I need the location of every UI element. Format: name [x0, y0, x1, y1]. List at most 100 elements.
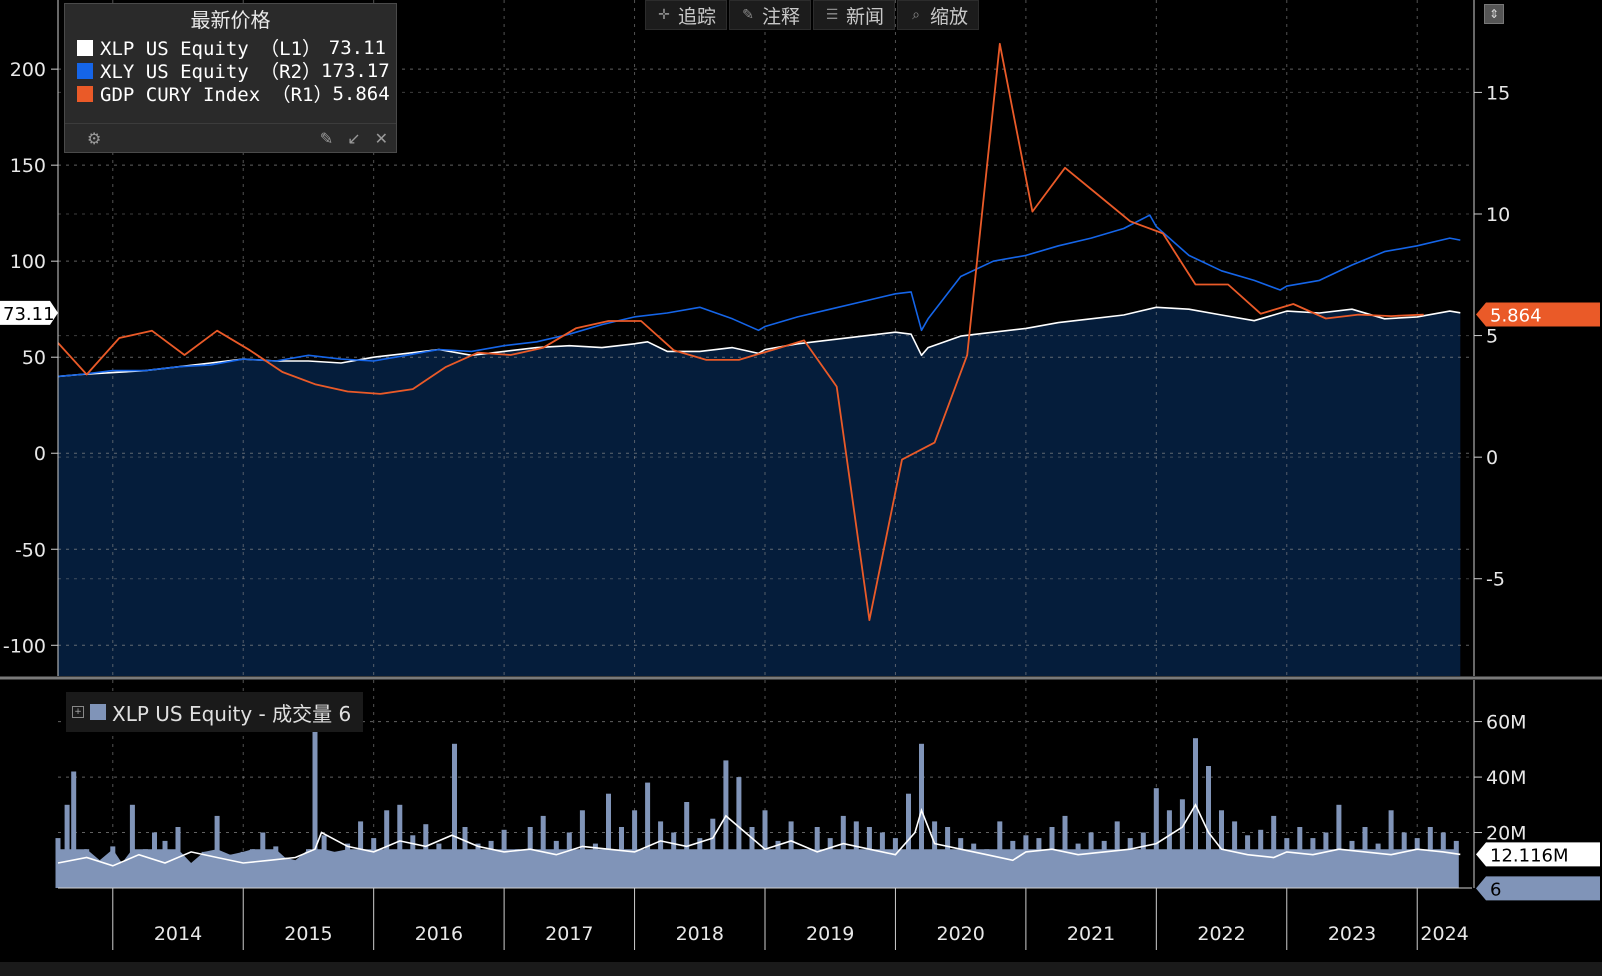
x-axis-tick-label: 2016	[415, 923, 463, 945]
volume-bar	[312, 727, 318, 888]
legend-item-xlp[interactable]: XLP US Equity （L1） 73.11	[65, 36, 396, 60]
volume-bar	[1088, 832, 1094, 888]
price-legend[interactable]: 最新价格 XLP US Equity （L1） 73.11 XLY US Equ…	[64, 3, 397, 153]
volume-bar	[1336, 804, 1342, 888]
left-axis-tick-label: -100	[3, 635, 46, 657]
volume-bar	[1427, 827, 1433, 888]
volume-bar	[827, 838, 833, 888]
volume-bar	[1258, 829, 1264, 888]
volume-legend-label: XLP US Equity - 成交量 6	[112, 701, 352, 726]
volume-bar	[371, 838, 377, 888]
collapse-icon[interactable]: ↙	[347, 128, 361, 148]
volume-bar	[984, 849, 990, 888]
crosshair-icon: ✛	[658, 7, 670, 23]
x-axis-tick-label: 2014	[154, 923, 202, 945]
volume-legend[interactable]: + XLP US Equity - 成交量 6	[66, 692, 364, 732]
pin-icon[interactable]: ✎	[319, 128, 334, 148]
volume-bar	[119, 863, 125, 888]
volume-bar	[84, 849, 90, 888]
news-button[interactable]: ☰ 新闻	[813, 0, 896, 30]
volume-bar	[645, 782, 651, 888]
x-axis-tick-label: 2019	[806, 923, 854, 945]
gear-icon[interactable]: ⚙	[87, 128, 102, 148]
x-axis-tick-label: 2021	[1067, 923, 1115, 945]
volume-bar	[345, 843, 351, 888]
volume-axis-tick-label: 40M	[1486, 767, 1527, 789]
volume-bar	[958, 838, 964, 888]
volume-bar	[749, 827, 755, 888]
panel-toggle-button[interactable]: ⇕	[1484, 4, 1504, 24]
expand-icon[interactable]: +	[72, 706, 84, 718]
volume-bar	[1075, 843, 1081, 888]
volume-bar	[321, 835, 327, 888]
legend-series-value: 73.11	[328, 36, 386, 59]
volume-bar	[945, 827, 951, 888]
volume-bar	[553, 840, 559, 888]
volume-bar	[736, 777, 742, 888]
volume-bar	[97, 860, 103, 888]
volume-bar	[1193, 738, 1198, 888]
volume-bar	[1010, 840, 1016, 888]
volume-bar	[436, 843, 442, 888]
legend-item-gdp[interactable]: GDP CURY Index （R1） 5.864	[65, 82, 396, 106]
volume-bar	[410, 835, 416, 888]
volume-bar	[527, 827, 533, 888]
volume-bar	[1362, 827, 1368, 888]
volume-bar	[710, 818, 716, 888]
volume-ma-line	[57, 803, 1461, 867]
volume-bar	[684, 802, 690, 888]
close-icon[interactable]: ✕	[374, 128, 388, 148]
volume-bar	[249, 849, 255, 888]
left-axis-tick-label: 0	[34, 443, 46, 465]
volume-axis-tick-label: 60M	[1486, 712, 1527, 734]
volume-bar	[1153, 788, 1159, 888]
volume-bar	[501, 829, 507, 888]
volume-bar	[1114, 821, 1120, 888]
volume-bar	[1245, 835, 1251, 888]
right-axis-tick-label: -5	[1486, 569, 1505, 591]
volume-bar	[866, 827, 872, 888]
legend-item-xly[interactable]: XLY US Equity （R2） 173.17	[65, 59, 396, 83]
volume-bar	[273, 846, 279, 888]
left-axis-tick-label: 50	[22, 347, 46, 369]
volume-bar	[71, 771, 77, 888]
volume-bar	[201, 851, 207, 888]
chart-toolbar: ✛ 追踪 ✎ 注释 ☰ 新闻 ⌕ 缩放	[645, 0, 980, 30]
volume-bar	[579, 810, 585, 888]
x-axis-tick-label: 2018	[676, 923, 724, 945]
annotate-button[interactable]: ✎ 注释	[729, 0, 812, 30]
zoom-button[interactable]: ⌕ 缩放	[897, 0, 980, 30]
legend-swatch	[77, 85, 93, 102]
xlp-area-fill	[58, 307, 1461, 676]
volume-bar	[1036, 838, 1042, 888]
news-icon: ☰	[825, 7, 839, 23]
volume-bar	[1414, 838, 1420, 888]
volume-bar	[1297, 827, 1303, 888]
x-axis-tick-label: 2024	[1420, 923, 1468, 945]
volume-bar	[1284, 838, 1290, 888]
volume-bar	[697, 838, 703, 888]
volume-bar	[64, 804, 70, 888]
volume-bar	[397, 804, 403, 888]
last-value-tag-left-label: 73.11	[3, 304, 55, 325]
volume-bar	[129, 804, 135, 888]
volume-bar	[658, 821, 664, 888]
legend-series-value: 5.864	[332, 82, 390, 105]
annotate-button-label: 注释	[762, 5, 801, 28]
left-axis-tick-label: -50	[15, 539, 46, 561]
last-value-tag-left	[0, 300, 58, 325]
volume-last-tag-label: 12.116M	[1490, 845, 1569, 866]
volume-swatch	[90, 704, 106, 720]
volume-bar	[1453, 840, 1459, 888]
volume-bar	[142, 849, 148, 888]
legend-series-name: XLY US Equity （R2）	[100, 61, 322, 83]
xlp-line	[57, 306, 1461, 378]
volume-bar	[1388, 810, 1394, 888]
volume-bar	[55, 838, 61, 888]
legend-series-name: XLP US Equity （L1）	[100, 38, 322, 60]
track-button[interactable]: ✛ 追踪	[645, 0, 728, 30]
volume-bar	[240, 851, 246, 888]
volume-bar	[1401, 832, 1407, 888]
left-axis-tick-label: 100	[10, 251, 46, 273]
